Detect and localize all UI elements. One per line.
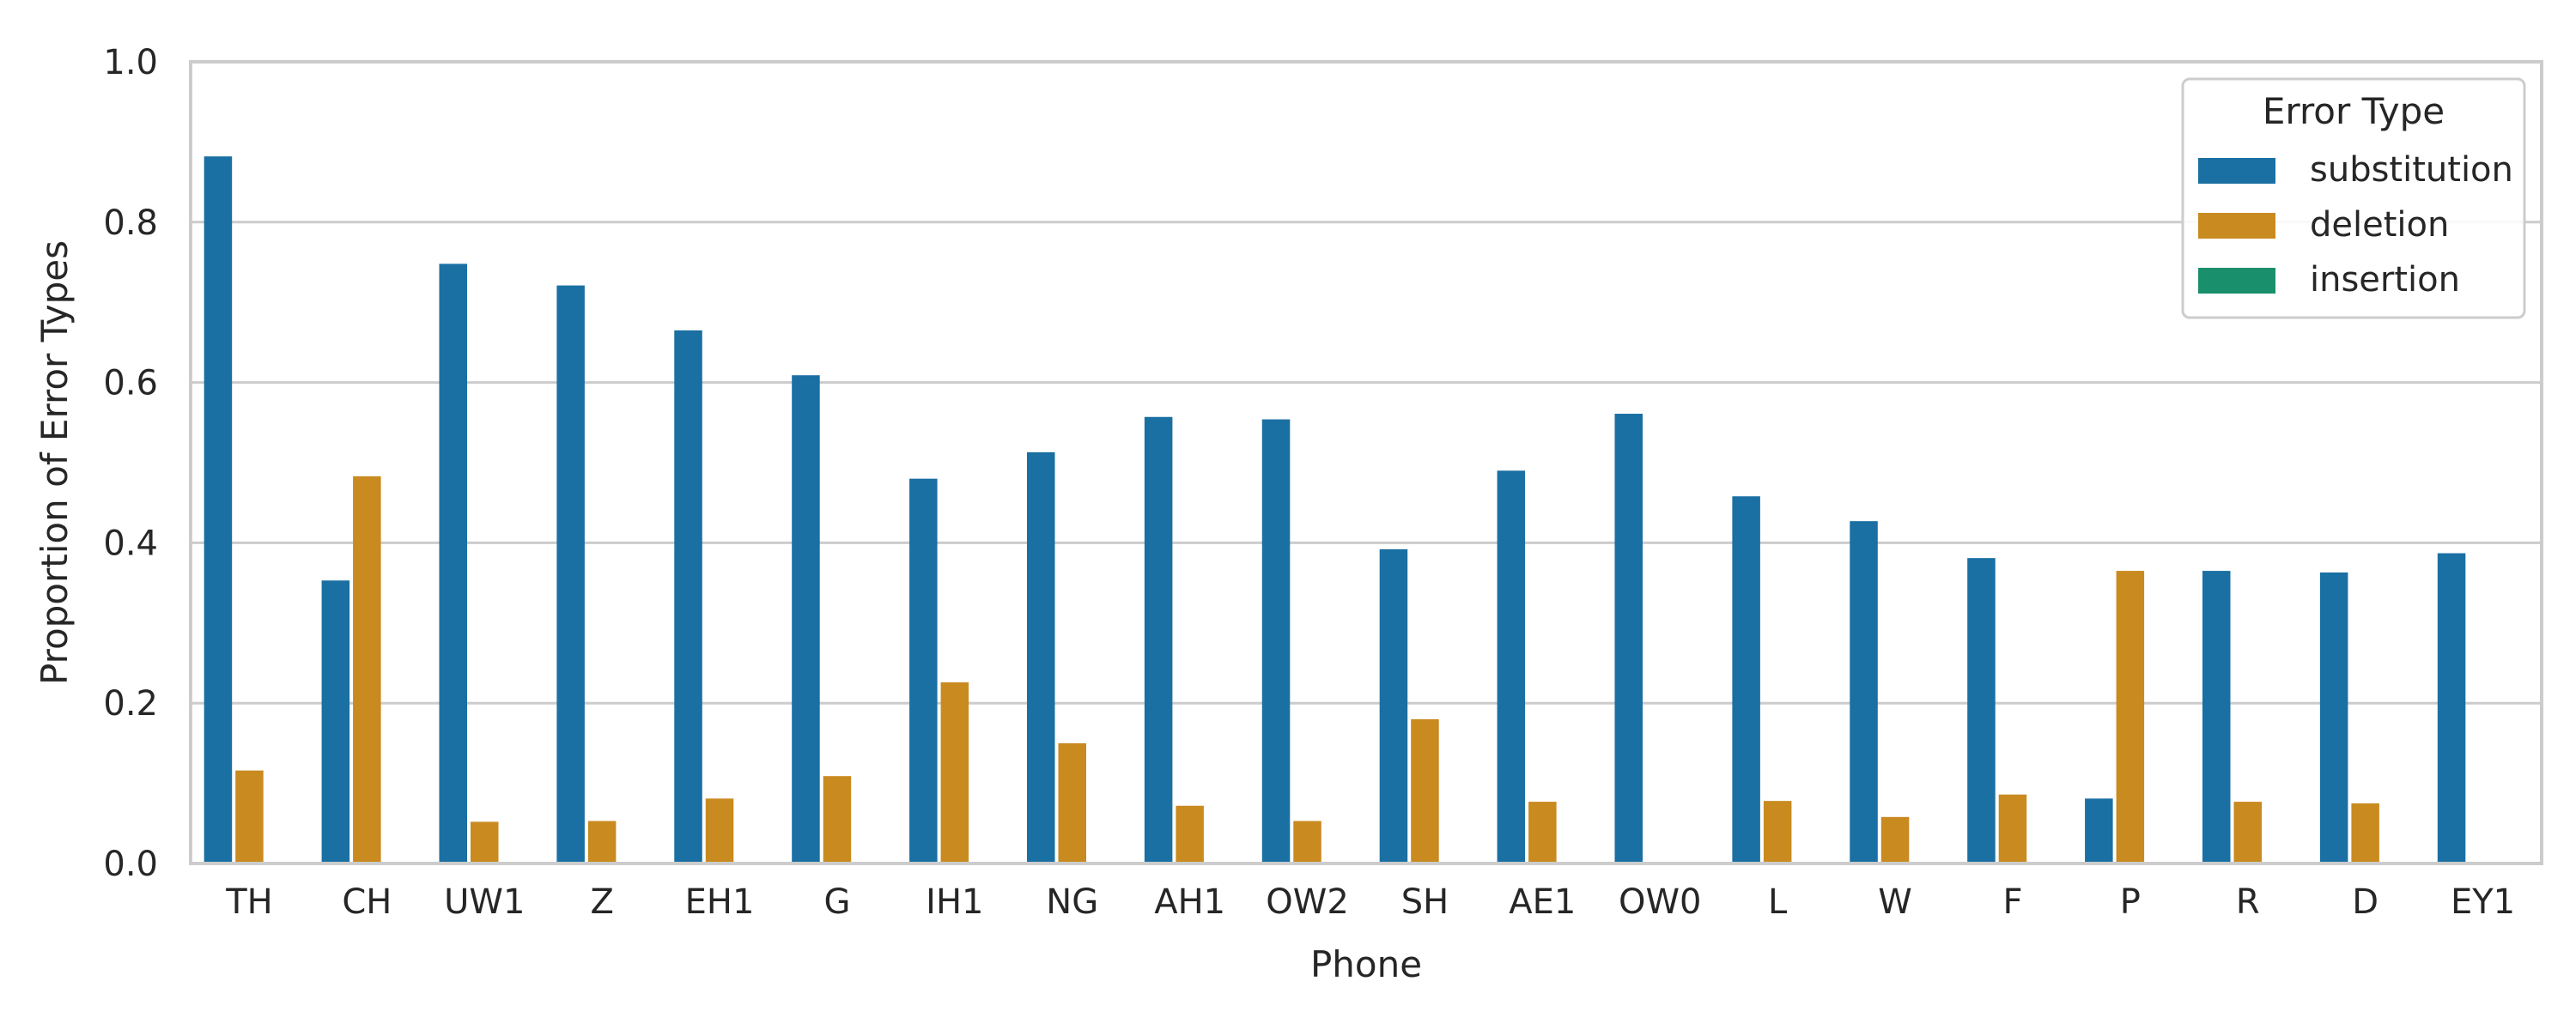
bar-deletion-IH1 [940, 682, 969, 863]
bar-deletion-AH1 [1176, 805, 1204, 863]
legend-label-insertion: insertion [2310, 260, 2460, 300]
bar-deletion-UW1 [470, 821, 499, 863]
bar-deletion-P [2116, 571, 2145, 863]
bar-substitution-AE1 [1497, 470, 1526, 863]
x-axis-label: Phone [1310, 943, 1422, 985]
bar-substitution-EY1 [2437, 553, 2466, 863]
y-tick-label: 0.8 [103, 203, 158, 243]
legend: Error Type substitution deletion insertion [2181, 77, 2526, 319]
x-tick-label: IH1 [926, 882, 983, 922]
bar-deletion-SH [1411, 718, 1439, 863]
bar-deletion-W [1880, 816, 1910, 863]
x-tick-label: OW2 [1266, 882, 1348, 922]
x-tick-label: F [2002, 882, 2022, 922]
legend-swatch-insertion [2198, 268, 2275, 294]
x-tick-label: EY1 [2451, 882, 2515, 922]
bar-deletion-AE1 [1528, 802, 1557, 863]
x-tick-label: AE1 [1509, 882, 1576, 922]
x-tick-label: Z [590, 882, 613, 922]
x-tick-label: D [2352, 882, 2379, 922]
x-tick-label: P [2120, 882, 2141, 922]
x-tick-label: L [1768, 882, 1788, 922]
bar-substitution-TH [204, 156, 233, 863]
x-tick-label: TH [225, 882, 273, 922]
y-tick-label: 1.0 [103, 43, 158, 82]
y-tick-labels: 0.0 0.2 0.4 0.6 0.8 1.0 [103, 43, 158, 884]
x-tick-label: AH1 [1154, 882, 1225, 922]
bar-deletion-G [823, 776, 852, 863]
y-tick-label: 0.4 [103, 524, 158, 563]
bar-substitution-CH [321, 580, 350, 863]
x-tick-label: W [1878, 882, 1912, 922]
x-tick-label: G [823, 882, 850, 922]
bar-substitution-D [2319, 572, 2348, 863]
bar-deletion-EH1 [705, 798, 734, 863]
bar-substitution-EH1 [674, 330, 702, 863]
bar-substitution-F [1967, 558, 1996, 863]
y-tick-label: 0.0 [103, 845, 158, 884]
bar-deletion-Z [587, 821, 617, 863]
bar-deletion-NG [1058, 742, 1087, 863]
bar-substitution-NG [1026, 451, 1055, 863]
bar-deletion-TH [235, 770, 264, 863]
y-axis-label: Proportion of Error Types [33, 240, 76, 685]
y-tick-label: 0.6 [103, 364, 158, 403]
bar-substitution-AH1 [1144, 416, 1173, 864]
x-tick-label: UW1 [444, 882, 525, 922]
bar-deletion-OW2 [1293, 821, 1321, 863]
bar-substitution-SH [1379, 548, 1408, 863]
x-tick-label: NG [1046, 882, 1098, 922]
legend-swatch-substitution [2198, 158, 2275, 184]
bar-deletion-D [2351, 803, 2379, 863]
bar-deletion-CH [353, 476, 381, 863]
legend-label-deletion: deletion [2310, 205, 2449, 245]
x-tick-labels: TH CH UW1 Z EH1 G IH1 NG AH1 OW2 SH AE1 OW0 L W F P R D EY1 [225, 882, 2515, 922]
bars [204, 156, 2466, 864]
bar-substitution-UW1 [439, 264, 467, 863]
bar-substitution-OW2 [1261, 419, 1291, 864]
bar-deletion-L [1763, 801, 1792, 863]
x-tick-label: EH1 [685, 882, 755, 922]
bar-substitution-R [2202, 571, 2231, 863]
legend-swatch-deletion [2198, 213, 2275, 239]
bar-substitution-L [1732, 496, 1760, 863]
bar-substitution-OW0 [1614, 414, 1643, 863]
x-tick-label: R [2236, 882, 2260, 922]
bar-substitution-Z [556, 285, 585, 863]
bar-substitution-IH1 [909, 478, 938, 863]
bar-deletion-R [2233, 802, 2263, 863]
x-tick-label: CH [342, 882, 392, 922]
x-tick-label: SH [1401, 882, 1449, 922]
plot-frame [189, 60, 2543, 865]
bar-substitution-P [2085, 798, 2113, 863]
legend-box [2181, 77, 2526, 319]
y-tick-label: 0.2 [103, 684, 158, 724]
legend-label-substitution: substitution [2310, 150, 2513, 190]
legend-title: Error Type [2263, 90, 2445, 132]
x-tick-label: OW0 [1619, 882, 1701, 922]
bar-substitution-G [792, 375, 820, 864]
bar-substitution-W [1850, 521, 1878, 863]
bar-deletion-F [1998, 794, 2027, 863]
